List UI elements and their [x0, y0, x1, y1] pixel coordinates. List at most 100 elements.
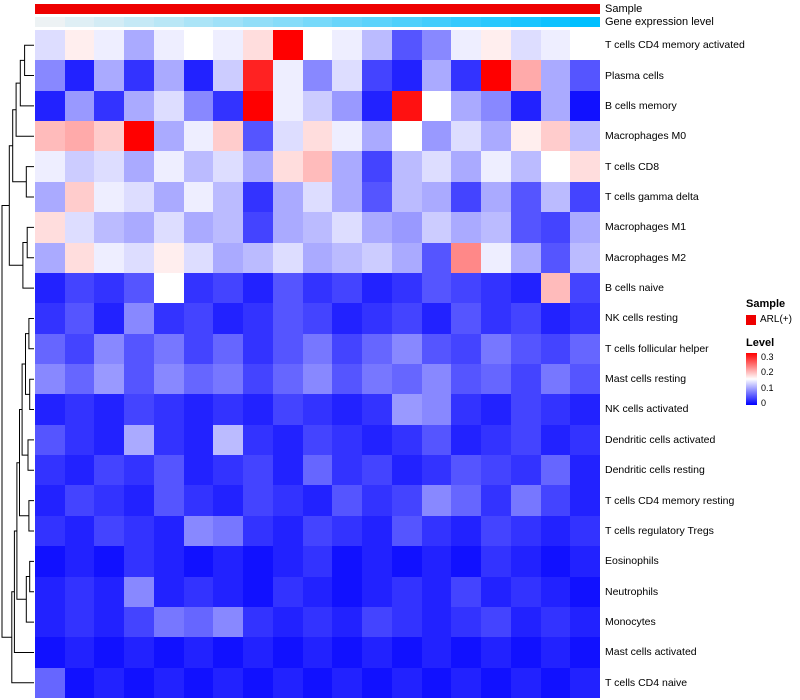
heatmap-cell [94, 60, 125, 91]
heatmap-cell [124, 455, 154, 486]
heatmap-cell [510, 515, 541, 547]
row-label: T cells CD8 [605, 160, 660, 173]
heatmap-cell [94, 667, 125, 698]
row-label: T cells CD4 naive [605, 676, 688, 689]
heatmap-cell [124, 181, 154, 213]
heatmap-cell [35, 90, 65, 122]
heatmap-cell [540, 637, 571, 668]
heatmap-cell [391, 424, 422, 456]
heatmap-cell [183, 272, 214, 304]
heatmap-cell [64, 363, 95, 395]
heatmap-cell [421, 90, 452, 122]
expression-annotation-cell [124, 17, 154, 27]
heatmap-cell [213, 424, 244, 456]
heatmap-cell [510, 272, 541, 304]
heatmap-cell [510, 424, 541, 456]
heatmap-cell [302, 485, 333, 516]
heatmap-cell [421, 485, 452, 516]
heatmap-cell [391, 485, 422, 516]
heatmap-cell [451, 394, 482, 425]
heatmap-cell [451, 363, 482, 395]
heatmap-cell [451, 424, 482, 456]
heatmap-cell [421, 546, 452, 577]
heatmap-cell [213, 515, 244, 547]
heatmap-cell [510, 485, 541, 516]
heatmap-cell [243, 60, 273, 91]
heatmap-cell [362, 394, 392, 425]
heatmap-cell [421, 30, 452, 61]
heatmap-cell [64, 181, 95, 213]
sample-annotation-bar [35, 4, 600, 14]
heatmap-cell [64, 303, 95, 334]
heatmap-cell [481, 546, 511, 577]
heatmap-cell [64, 455, 95, 486]
heatmap-cell [183, 485, 214, 516]
heatmap-grid [35, 30, 600, 698]
heatmap-cell [570, 363, 600, 395]
heatmap-cell [243, 30, 273, 61]
heatmap-cell [570, 394, 600, 425]
heatmap-cell [35, 455, 65, 486]
heatmap-cell [272, 151, 303, 182]
heatmap-cell [362, 455, 392, 486]
heatmap-cell [451, 121, 482, 152]
heatmap-cell [391, 303, 422, 334]
expression-annotation-cell [451, 17, 482, 27]
row-labels: T cells CD4 memory activated Plasma cells… [605, 30, 745, 698]
expression-annotation-cell [481, 17, 511, 27]
heatmap-cell [64, 151, 95, 182]
expression-annotation-cell [570, 17, 600, 27]
expression-annotation-cell [183, 17, 214, 27]
heatmap-cell [570, 606, 600, 638]
expression-annotation-cell [391, 17, 422, 27]
heatmap-cell [35, 424, 65, 456]
expression-annotation-cell [540, 17, 571, 27]
heatmap-cell [332, 151, 363, 182]
heatmap-cell [183, 424, 214, 456]
heatmap-cell [243, 455, 273, 486]
heatmap-cell [451, 546, 482, 577]
heatmap-cell [391, 30, 422, 61]
expression-annotation-cell [94, 17, 125, 27]
heatmap-cell [362, 242, 392, 273]
heatmap-cell [243, 121, 273, 152]
heatmap-cell [362, 30, 392, 61]
heatmap-cell [362, 637, 392, 668]
heatmap-cell [183, 515, 214, 547]
heatmap-cell [540, 272, 571, 304]
heatmap-cell [362, 212, 392, 243]
heatmap-cell [421, 272, 452, 304]
heatmap-cell [272, 667, 303, 698]
heatmap-cell [362, 181, 392, 213]
heatmap-cell [243, 667, 273, 698]
expression-annotation-label: Gene expression level [605, 16, 714, 28]
expression-annotation-cell [421, 17, 452, 27]
level-colorbar: 0.3 0.2 0.1 0 [746, 353, 800, 411]
heatmap-cell [481, 576, 511, 607]
heatmap-cell [94, 363, 125, 395]
heatmap-cell [332, 515, 363, 547]
heatmap-cell [451, 637, 482, 668]
heatmap-cell [35, 606, 65, 638]
heatmap-cell [272, 212, 303, 243]
heatmap-cell [302, 515, 333, 547]
heatmap-cell [451, 303, 482, 334]
heatmap-cell [540, 394, 571, 425]
heatmap-cell [302, 60, 333, 91]
heatmap-cell [243, 485, 273, 516]
heatmap-cell [35, 181, 65, 213]
heatmap-cell [451, 90, 482, 122]
heatmap-cell [153, 424, 184, 456]
legend-sample-item: ARL(+) [746, 314, 800, 325]
heatmap-cell [183, 303, 214, 334]
heatmap-cell [243, 394, 273, 425]
heatmap-cell [510, 212, 541, 243]
heatmap-cell [540, 424, 571, 456]
heatmap-cell [510, 576, 541, 607]
heatmap-cell [124, 303, 154, 334]
heatmap-cell [213, 303, 244, 334]
heatmap-cell [64, 333, 95, 364]
heatmap-cell [124, 424, 154, 456]
heatmap-cell [570, 121, 600, 152]
heatmap-cell [481, 272, 511, 304]
